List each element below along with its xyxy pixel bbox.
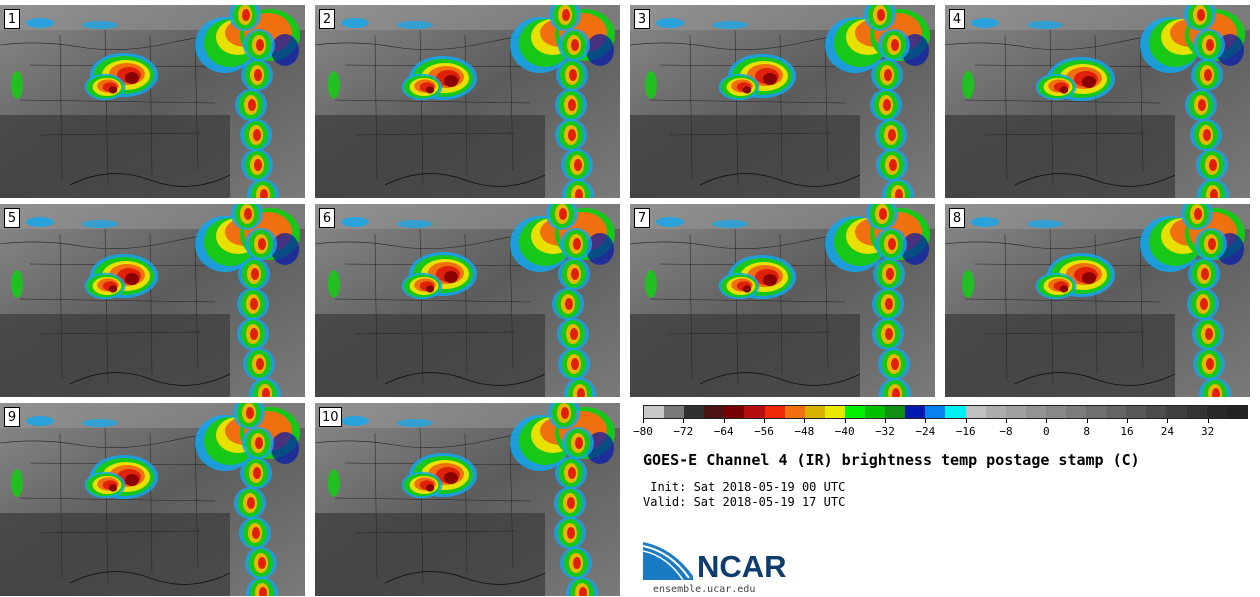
colorbar-tick-label: 32 [1201,425,1215,438]
colorbar-tick-mark [965,419,967,423]
colorbar-swatch [1226,406,1247,418]
colorbar-swatch [784,406,805,418]
colorbar-swatch [865,406,886,418]
colorbar-tick-label: 24 [1160,425,1174,438]
postage-stamp-panel: 6 [315,204,620,397]
colorbar-tick-label: −64 [713,425,734,438]
colorbar-swatch [965,406,986,418]
colorbar-swatch [1106,406,1127,418]
colorbar-tick-label: 8 [1083,425,1090,438]
colorbar-swatch [724,406,745,418]
postage-stamp-panel: 4 [945,5,1250,198]
colorbar-swatch [764,406,785,418]
satellite-image [0,403,305,596]
colorbar-swatch [1025,406,1046,418]
satellite-image [0,204,305,397]
ncar-logo-text: NCAR [697,549,787,584]
colorbar-tick-label: −8 [999,425,1013,438]
panel-number: 7 [634,208,650,228]
colorbar-tick-mark [844,419,846,423]
colorbar-tick-mark [723,419,725,423]
satellite-image [315,403,620,596]
satellite-image [945,5,1250,198]
colorbar-swatch [985,406,1006,418]
colorbar-swatch [1065,406,1087,418]
panel-number: 1 [4,9,20,29]
colorbar-tick-label: −40 [834,425,855,438]
colorbar-tick-label: −80 [633,425,653,438]
colorbar-tick-label: −16 [955,425,976,438]
colorbar-tick-mark [804,419,806,423]
panel-number: 9 [4,407,20,427]
colorbar-swatch [1166,406,1187,418]
colorbar-tick-mark [925,419,927,423]
colorbar-tick-mark [1086,419,1088,423]
panel-number: 5 [4,208,20,228]
satellite-image [315,204,620,397]
colorbar-swatch [704,406,725,418]
panel-number: 10 [319,407,342,427]
colorbar-swatch [925,406,946,418]
colorbar-swatch [1045,406,1066,418]
colorbar-swatch [885,406,906,418]
colorbar-tick-label: −72 [673,425,694,438]
postage-stamp-panel: 1 [0,5,305,198]
colorbar-tick-label: 0 [1043,425,1050,438]
postage-stamp-panel: 7 [630,204,935,397]
colorbar-tick-mark [1207,419,1209,423]
satellite-image [945,204,1250,397]
colorbar-tick-label: −56 [754,425,774,438]
panel-number: 3 [634,9,650,29]
colorbar-tick-mark [1167,419,1169,423]
colorbar-tick-mark [885,419,886,423]
colorbar-swatch [744,406,765,418]
colorbar-swatch [824,406,845,418]
colorbar-tick-mark [1006,419,1007,423]
init-time: Init: Sat 2018-05-19 00 UTC [643,480,846,494]
colorbar-tick-label: −48 [794,425,815,438]
colorbar-tick-label: 16 [1120,425,1134,438]
colorbar-swatch [1086,406,1107,418]
postage-stamp-panel: 9 [0,403,305,596]
colorbar-swatch [1126,406,1147,418]
postage-stamp-panel: 5 [0,204,305,397]
colorbar-tick-label: −24 [915,425,936,438]
colorbar-swatch [684,406,705,418]
postage-stamp-panel: 2 [315,5,620,198]
colorbar-tick-mark [1046,419,1048,423]
postage-stamp-panel: 3 [630,5,935,198]
postage-stamp-panel: 10 [315,403,620,596]
colorbar-swatch [664,406,685,418]
figure-title: GOES-E Channel 4 (IR) brightness temp po… [643,451,1140,469]
satellite-image [630,204,935,397]
colorbar-tick-label: −32 [875,425,895,438]
postage-stamp-panel: 8 [945,204,1250,397]
colorbar-swatch [844,406,866,418]
panel-number: 2 [319,9,335,29]
colorbar-tick-mark [1127,419,1128,423]
colorbar-tick-mark [643,419,644,423]
source-url: ensemble.ucar.edu [653,584,756,595]
colorbar-swatch [1206,406,1227,418]
colorbar-ticks: −80 −72 −64 −56 −48 −40 −32 −24 −16 −8 0 8 16 24 32 [633,419,1248,439]
valid-time: Valid: Sat 2018-05-19 17 UTC [643,495,846,509]
colorbar-swatch [1186,406,1207,418]
colorbar-swatch [644,406,665,418]
colorbar-swatch [1005,406,1026,418]
colorbar-swatch [804,406,825,418]
colorbar-swatch [905,406,926,418]
colorbar-swatch [945,406,966,418]
colorbar-tick-mark [683,419,685,423]
panel-number: 4 [949,9,965,29]
satellite-image [0,5,305,198]
satellite-image [630,5,935,198]
satellite-image [315,5,620,198]
panel-number: 8 [949,208,965,228]
ncar-logo-icon [643,542,693,581]
panel-number: 6 [319,208,335,228]
colorbar-swatch [1146,406,1167,418]
temperature-colorbar [643,405,1248,419]
colorbar-tick-mark [764,419,765,423]
